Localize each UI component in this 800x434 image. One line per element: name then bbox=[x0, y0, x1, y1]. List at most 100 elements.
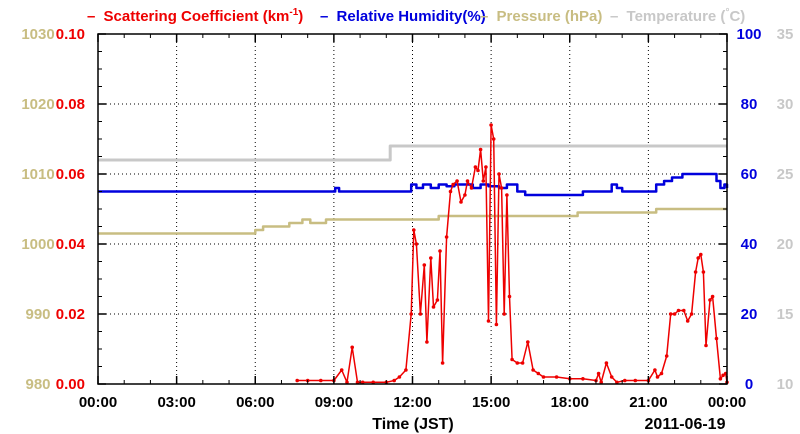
data-point-scattering bbox=[465, 179, 470, 183]
data-point-scattering bbox=[599, 380, 603, 385]
y-tick-label-scattering: 0.00 bbox=[56, 376, 85, 393]
data-point-scattering bbox=[693, 270, 698, 274]
data-point-scattering bbox=[350, 345, 355, 350]
x-tick-label: 09:00 bbox=[315, 394, 353, 411]
y-tick-label-scattering: 0.06 bbox=[56, 166, 85, 183]
data-point-scattering bbox=[655, 375, 660, 379]
data-point-scattering bbox=[486, 319, 491, 323]
data-point-scattering bbox=[689, 312, 694, 316]
data-point-scattering bbox=[355, 380, 360, 385]
data-point-scattering bbox=[494, 322, 499, 327]
data-point-scattering bbox=[541, 375, 546, 379]
y-tick-label-temperature: 30 bbox=[777, 96, 794, 113]
data-point-scattering bbox=[484, 165, 488, 169]
data-point-scattering bbox=[476, 168, 480, 173]
x-tick-label: 21:00 bbox=[629, 394, 667, 411]
data-point-scattering bbox=[319, 378, 323, 383]
y-tick-label-pressure: 1000 bbox=[21, 236, 54, 253]
data-point-scattering bbox=[339, 368, 344, 372]
data-point-scattering bbox=[478, 147, 483, 152]
data-point-scattering bbox=[438, 249, 442, 253]
x-axis-label: Time (JST) bbox=[372, 416, 454, 433]
data-point-scattering bbox=[696, 256, 700, 260]
data-point-scattering bbox=[295, 378, 300, 383]
axis-ticks: 00:00 03:00 06:00 09:00 12:00 15:00 18:00 21:00… bbox=[21, 26, 793, 411]
y-tick-label-pressure: 1020 bbox=[21, 96, 54, 113]
data-point-scattering bbox=[451, 182, 455, 187]
data-point-scattering bbox=[633, 378, 638, 383]
legend-humidity-dash: – bbox=[320, 8, 328, 25]
data-point-scattering bbox=[708, 298, 712, 302]
data-point-scattering bbox=[596, 371, 601, 376]
data-point-scattering bbox=[489, 123, 493, 127]
data-point-scattering bbox=[526, 340, 530, 344]
data-point-scattering bbox=[418, 312, 423, 316]
y-tick-label-temperature: 10 bbox=[777, 376, 794, 393]
data-point-scattering bbox=[536, 371, 541, 376]
data-point-scattering bbox=[510, 357, 514, 362]
x-tick-label: 18:00 bbox=[551, 394, 589, 411]
data-point-scattering bbox=[699, 252, 703, 257]
data-point-scattering bbox=[721, 373, 725, 378]
data-point-scattering bbox=[455, 179, 459, 183]
y-tick-label-pressure: 990 bbox=[25, 306, 50, 323]
data-point-scattering bbox=[499, 186, 504, 190]
data-point-scattering bbox=[463, 193, 467, 197]
y-tick-label-humidity: 80 bbox=[741, 96, 758, 113]
y-tick-label-scattering: 0.08 bbox=[56, 96, 85, 113]
data-point-scattering bbox=[714, 336, 719, 341]
data-point-scattering bbox=[623, 378, 627, 383]
data-point-scattering bbox=[481, 179, 486, 183]
data-point-scattering bbox=[422, 263, 427, 267]
data-point-scattering bbox=[397, 375, 402, 379]
data-point-scattering bbox=[412, 228, 416, 232]
series-line-pressure bbox=[98, 207, 727, 235]
data-point-scattering bbox=[345, 380, 349, 385]
y-tick-label-humidity: 100 bbox=[736, 26, 761, 43]
series-line-humidity bbox=[98, 172, 729, 197]
legend-series-temperature: – Temperature (°C) bbox=[610, 7, 745, 25]
y-tick-label-humidity: 60 bbox=[741, 166, 758, 183]
legend-scattering-dash: – bbox=[87, 8, 95, 25]
data-point-scattering bbox=[704, 343, 708, 348]
legend-temperature-post: C) bbox=[729, 8, 745, 25]
data-point-scattering bbox=[444, 235, 449, 239]
grid bbox=[98, 34, 727, 384]
data-point-scattering bbox=[653, 368, 657, 372]
data-point-scattering bbox=[440, 361, 445, 365]
data-point-scattering bbox=[682, 308, 686, 313]
data-point-scattering bbox=[710, 294, 715, 299]
data-point-scattering bbox=[604, 361, 609, 365]
data-point-scattering bbox=[497, 172, 501, 176]
plot-series bbox=[98, 123, 729, 385]
legend-temperature-sup: ° bbox=[725, 7, 729, 18]
data-point-scattering bbox=[615, 380, 619, 385]
legend-scattering-post: ) bbox=[298, 8, 303, 25]
data-point-scattering bbox=[507, 294, 512, 299]
legend-scattering-label: Scattering Coefficient (km bbox=[104, 8, 290, 25]
date-label: 2011-06-19 bbox=[645, 416, 726, 433]
y-tick-label-scattering: 0.10 bbox=[56, 26, 85, 43]
series-line-temperature bbox=[98, 144, 727, 162]
y-tick-label-temperature: 35 bbox=[777, 26, 794, 43]
legend-humidity-label: Relative Humidity(%) bbox=[337, 8, 486, 25]
data-point-scattering bbox=[659, 371, 664, 376]
data-point-scattering bbox=[554, 375, 559, 379]
data-point-scattering bbox=[392, 378, 397, 383]
data-point-scattering bbox=[502, 312, 507, 316]
y-tick-label-temperature: 25 bbox=[777, 166, 794, 183]
data-point-scattering bbox=[664, 354, 669, 358]
y-tick-label-pressure: 1030 bbox=[21, 26, 54, 43]
data-point-scattering bbox=[581, 377, 585, 381]
y-tick-label-temperature: 15 bbox=[777, 306, 794, 323]
x-tick-label: 06:00 bbox=[236, 394, 274, 411]
y-tick-label-humidity: 20 bbox=[741, 306, 758, 323]
data-point-scattering bbox=[515, 361, 520, 365]
data-point-scattering bbox=[672, 312, 677, 316]
y-tick-label-pressure: 1010 bbox=[21, 166, 54, 183]
data-point-scattering bbox=[414, 242, 419, 246]
legend-temperature-label: Temperature ( bbox=[627, 8, 726, 25]
y-tick-label-temperature: 20 bbox=[777, 236, 794, 253]
y-tick-label-scattering: 0.02 bbox=[56, 306, 85, 323]
